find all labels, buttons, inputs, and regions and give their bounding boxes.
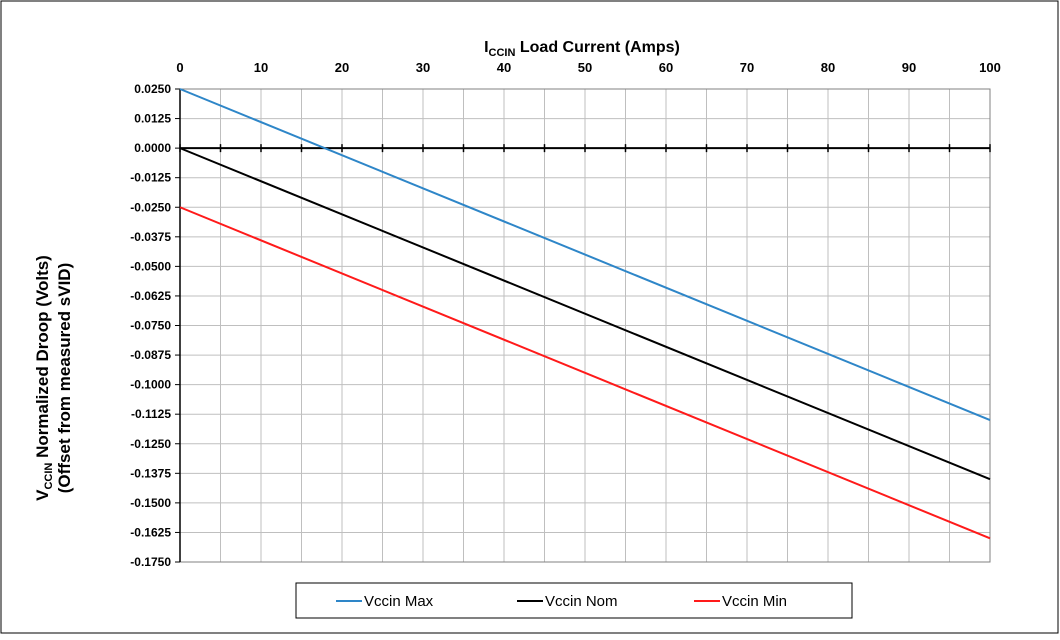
- x-tick-labels: 0 10 20 30 40 50 60 70 80 90 100: [176, 60, 1000, 75]
- y-axis-label-prefix: V: [33, 489, 52, 501]
- legend-item-vccin-nom: Vccin Nom: [517, 593, 618, 610]
- axes: [175, 88, 991, 563]
- x-tick-label: 0: [176, 60, 183, 75]
- x-tick-label: 50: [578, 60, 592, 75]
- chart-title-suffix: Load Current (Amps): [515, 39, 679, 56]
- legend-label: Vccin Min: [722, 593, 787, 610]
- y-tick-label: -0.1375: [130, 466, 171, 480]
- y-axis-label-suffix: Normalized Droop (Volts): [33, 255, 52, 462]
- y-axis-label-line1: VCCIN Normalized Droop (Volts): [33, 255, 55, 501]
- y-tick-label: -0.0375: [130, 230, 171, 244]
- x-tick-label: 40: [497, 60, 511, 75]
- y-tick-label: -0.0875: [130, 348, 171, 362]
- series-line-vccin-nom: [179, 147, 991, 481]
- legend-label: Vccin Max: [364, 593, 434, 610]
- y-tick-label: -0.1125: [131, 407, 171, 421]
- y-tick-label: -0.1250: [130, 437, 171, 451]
- y-tick-label: -0.1500: [130, 496, 171, 510]
- y-tick-label: -0.1750: [130, 555, 171, 569]
- y-axis-label-subscript: CCIN: [43, 463, 55, 490]
- legend-items: Vccin Max Vccin Nom Vccin Min: [336, 593, 787, 610]
- x-tick-label: 30: [416, 60, 430, 75]
- series-line-vccin-max: [179, 88, 991, 422]
- x-tick-label: 90: [902, 60, 916, 75]
- chart-title: ICCIN Load Current (Amps): [484, 39, 680, 59]
- y-tick-label: -0.0125: [130, 171, 171, 185]
- grid: [179, 88, 991, 563]
- y-tick-label: -0.1625: [130, 525, 171, 539]
- y-tick-label: -0.1000: [130, 378, 171, 392]
- y-tick-label: 0.0125: [134, 112, 171, 126]
- series-lines: [179, 88, 991, 540]
- legend: Vccin Max Vccin Nom Vccin Min: [295, 582, 853, 619]
- chart-title-prefix: I: [484, 39, 488, 56]
- x-tick-label: 70: [740, 60, 754, 75]
- x-tick-label: 100: [979, 60, 1001, 75]
- x-tick-label: 80: [821, 60, 835, 75]
- legend-item-vccin-max: Vccin Max: [336, 593, 434, 610]
- chart-title-subscript: CCIN: [489, 47, 516, 59]
- x-tick-label: 60: [659, 60, 673, 75]
- y-tick-labels: 0.0250 0.0125 0.0000 -0.0125 -0.0250 -0.0375 -…: [130, 82, 171, 569]
- legend-item-vccin-min: Vccin Min: [694, 593, 787, 610]
- y-tick-label: -0.0625: [130, 289, 171, 303]
- y-tick-label: -0.0250: [130, 200, 171, 214]
- y-tick-label: -0.0500: [130, 259, 171, 273]
- legend-label: Vccin Nom: [545, 593, 618, 610]
- y-tick-label: -0.0750: [130, 319, 171, 333]
- y-axis-label-line2: (Offset from measured sVID): [55, 263, 74, 494]
- legend-box: [295, 582, 853, 619]
- x-tick-label: 20: [335, 60, 349, 75]
- y-tick-label: 0.0000: [134, 141, 171, 155]
- series-line-vccin-min: [179, 206, 991, 540]
- x-tick-label: 10: [254, 60, 268, 75]
- y-tick-label: 0.0250: [134, 82, 171, 96]
